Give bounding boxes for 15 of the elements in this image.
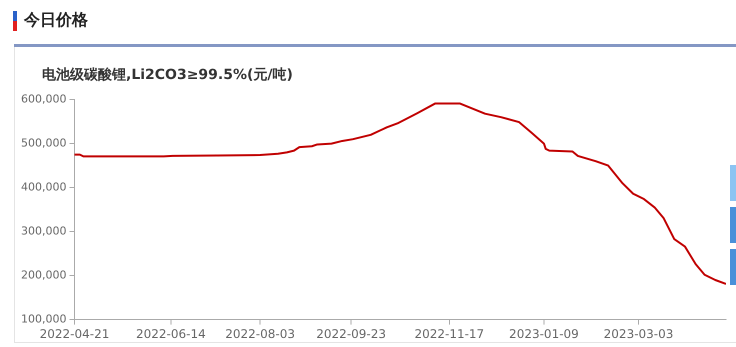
x-tick-label: 2022-04-21: [40, 326, 110, 341]
chart-subtitle: 电池级碳酸锂,Li2CO3≥99.5%(元/吨): [42, 66, 293, 84]
y-tick-label: 300,000: [20, 224, 66, 238]
y-tick-label: 200,000: [20, 268, 66, 282]
y-tick-label: 600,000: [20, 92, 66, 106]
y-tick-label: 400,000: [20, 180, 66, 194]
x-tick-label: 2022-11-17: [414, 326, 484, 341]
x-tick-label: 2023-03-03: [604, 326, 674, 341]
x-tick-label: 2022-08-03: [225, 326, 295, 341]
x-tick-label: 2022-06-14: [136, 326, 206, 341]
x-tick-label: 2022-09-23: [316, 326, 386, 341]
x-tick-label: 2023-01-09: [509, 326, 579, 341]
y-tick-label: 500,000: [20, 136, 66, 150]
y-tick-label: 100,000: [20, 312, 66, 326]
chart-title: 今日价格: [24, 10, 88, 30]
